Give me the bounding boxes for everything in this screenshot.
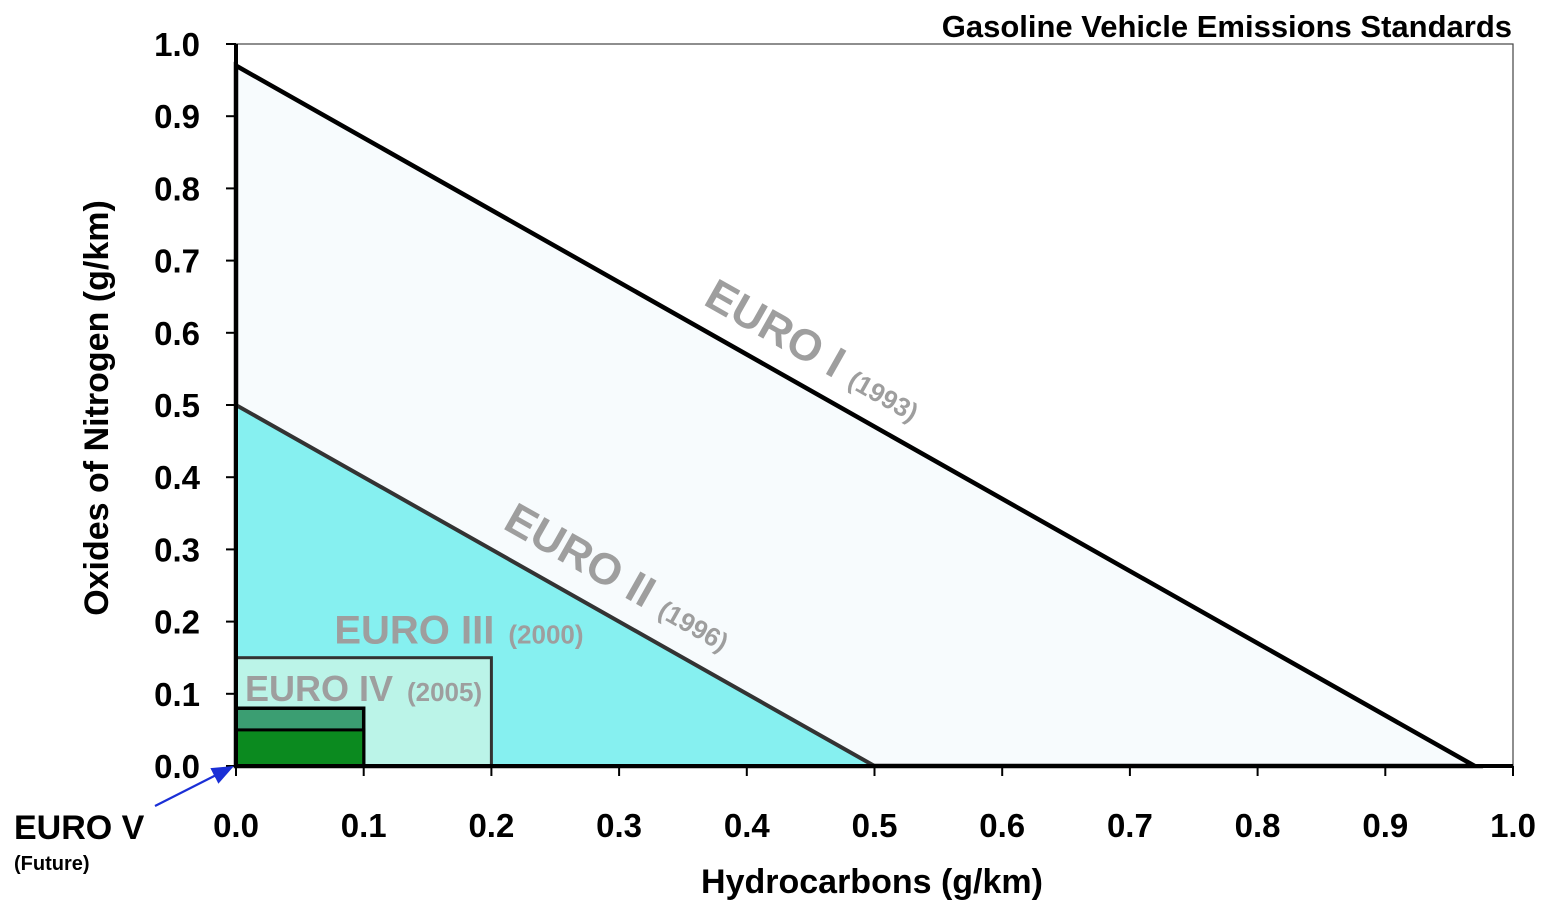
y-tick-label: 0.4 (154, 459, 201, 496)
x-tick-label: 0.6 (979, 807, 1025, 844)
y-tick-label: 0.3 (154, 531, 200, 568)
y-tick-label: 0.9 (154, 98, 200, 135)
chart-title: Gasoline Vehicle Emissions Standards (942, 9, 1512, 44)
euro-iv-label: EURO IV (2005) (245, 668, 482, 709)
regions (233, 61, 1484, 769)
y-tick-label: 1.0 (154, 26, 200, 63)
x-tick-label: 0.1 (341, 807, 387, 844)
x-tick-label: 0.0 (213, 807, 259, 844)
x-tick-label: 0.5 (852, 807, 898, 844)
y-tick-label: 0.2 (154, 604, 200, 641)
x-tick-label: 0.2 (468, 807, 514, 844)
ticks: 0.0 0.1 0.2 0.3 0.4 0.5 0.6 0.7 0.8 0.9 1.0 0.0 0.1 0… (154, 26, 1536, 844)
euro-iii-label: EURO III (2000) (334, 608, 583, 652)
y-tick-label: 0.0 (154, 748, 200, 785)
euro-v-region (234, 728, 366, 768)
x-tick-label: 0.9 (1362, 807, 1408, 844)
y-tick-label: 0.1 (154, 676, 200, 713)
euro5-sublabel: (Future) (14, 853, 90, 875)
x-tick-label: 0.7 (1107, 807, 1153, 844)
y-tick-label: 0.7 (154, 243, 200, 280)
y-tick-label: 0.6 (154, 315, 200, 352)
euro-iv-label-year: (2005) (407, 677, 482, 707)
x-tick-label: 1.0 (1490, 807, 1536, 844)
x-tick-label: 0.8 (1235, 807, 1281, 844)
y-tick-label: 0.5 (154, 387, 200, 424)
x-tick-label: 0.3 (596, 807, 642, 844)
euro5-label: EURO V (14, 809, 145, 847)
x-tick-label: 0.4 (724, 807, 771, 844)
euro-iv-label-name: EURO IV (245, 668, 393, 709)
y-axis-title: Oxides of Nitrogen (g/km) (78, 200, 116, 616)
euro-iii-label-year: (2000) (508, 619, 583, 649)
euro-iii-label-name: EURO III (334, 608, 494, 652)
euro5-pointer-arrow (154, 766, 234, 807)
x-axis-title: Hydrocarbons (g/km) (701, 863, 1043, 901)
y-tick-label: 0.8 (154, 170, 200, 207)
